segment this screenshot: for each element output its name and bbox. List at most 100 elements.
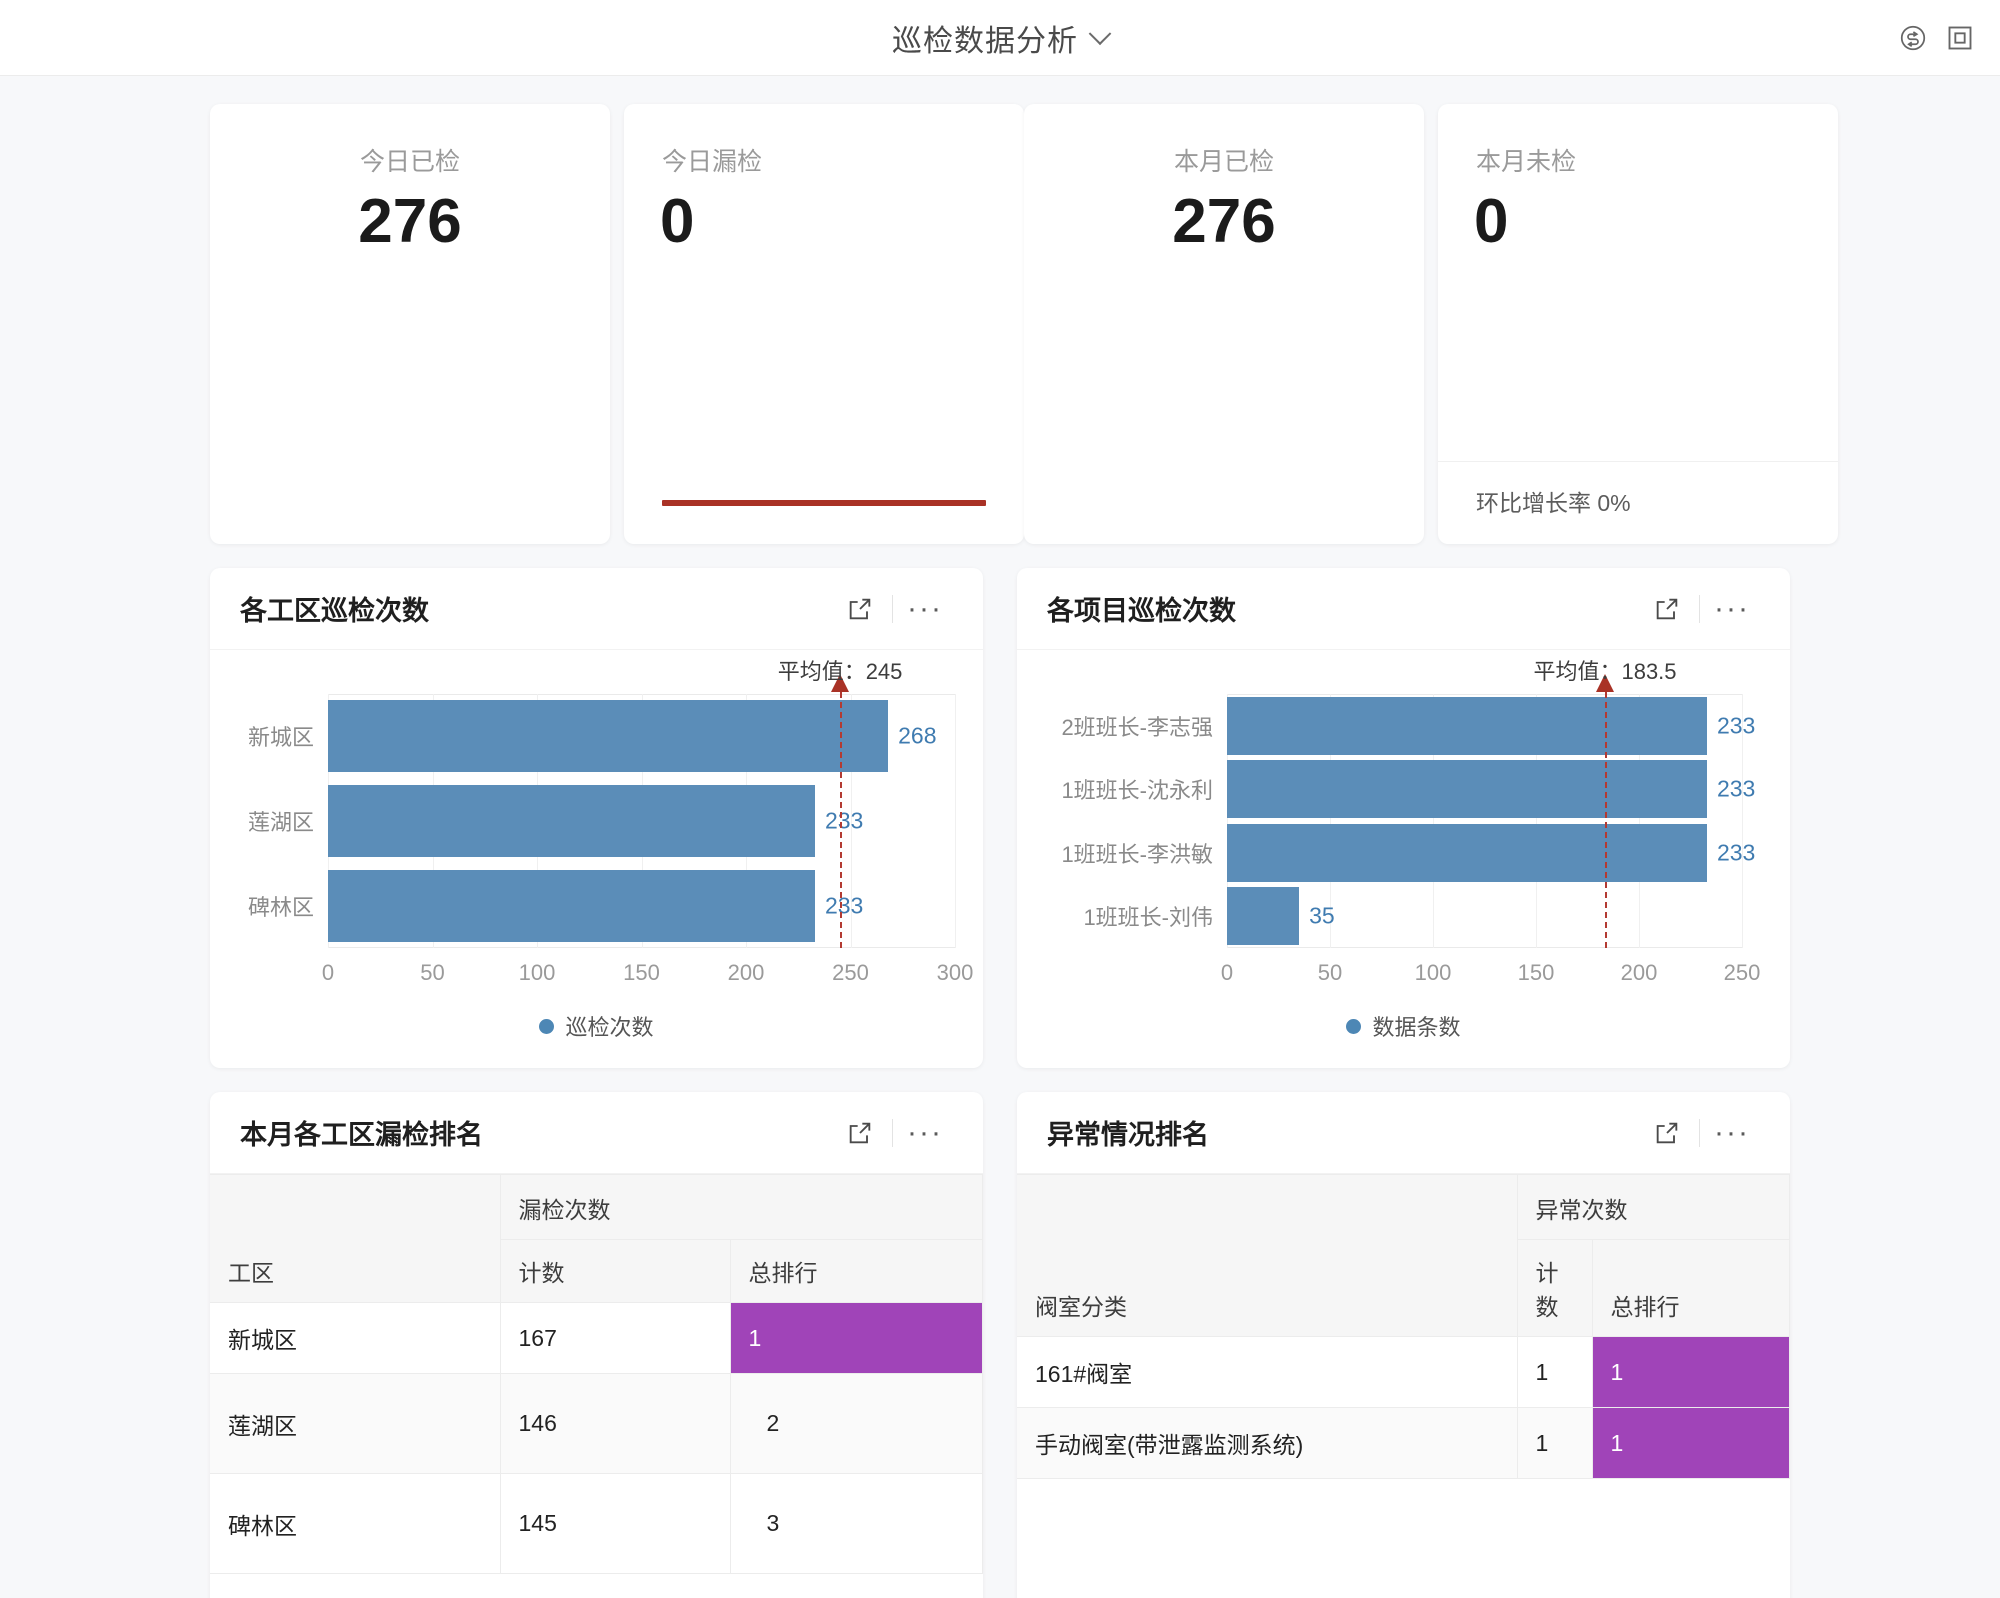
table-container[interactable]: 阀室分类 异常次数 计数 总排行 161#阀室 1 1 手动阀室(带泄露监测系统) 1 1 bbox=[1017, 1174, 1790, 1598]
kpi-group-month: 本月已检 276 本月未检 0 环比增长率 0% bbox=[1024, 104, 1838, 544]
bar[interactable] bbox=[328, 700, 889, 773]
x-axis-tick-label: 150 bbox=[623, 960, 660, 985]
column-header-group[interactable]: 异常次数 bbox=[1517, 1174, 1790, 1240]
tool-divider bbox=[892, 1118, 893, 1147]
category-label: 碑林区 bbox=[247, 894, 314, 920]
panel-title: 本月各工区漏检排名 bbox=[240, 1120, 483, 1150]
bar[interactable] bbox=[1227, 760, 1707, 819]
more-options-icon[interactable]: ··· bbox=[1714, 591, 1750, 625]
average-value-label: 平均值：183.5 bbox=[1533, 659, 1677, 684]
panel-chart-project: 各项目巡检次数 ··· 2班班长-李志强 233 1班班长-沈永利 233 1班班长-李… bbox=[1017, 568, 1790, 1068]
column-header-sub[interactable]: 计数 bbox=[1517, 1239, 1593, 1337]
bar[interactable] bbox=[1227, 823, 1707, 882]
app-header: 巡检数据分析 bbox=[0, 0, 2000, 76]
kpi-value: 0 bbox=[1474, 187, 1509, 256]
chart-plot-area: 新城区 268 莲湖区 233 碑林区 233 bbox=[248, 674, 956, 948]
table-row[interactable]: 161#阀室 1 1 bbox=[1017, 1336, 1790, 1408]
kpi-growth-rate: 环比增长率 0% bbox=[1438, 461, 1838, 544]
category-label: 1班班长-李洪敏 bbox=[1061, 841, 1213, 867]
x-axis-tick-label: 0 bbox=[1220, 960, 1234, 985]
x-axis-tick-label: 200 bbox=[727, 960, 765, 985]
bar-value-label: 233 bbox=[824, 892, 864, 919]
table-subheader-row: 计数 总排行 bbox=[1017, 1239, 1790, 1337]
bar[interactable] bbox=[1227, 696, 1707, 755]
x-axis-tick-label: 100 bbox=[518, 960, 556, 985]
refresh-swap-icon[interactable] bbox=[1898, 23, 1928, 53]
cell-count: 146 bbox=[500, 1373, 731, 1474]
fullscreen-icon[interactable] bbox=[1946, 24, 1974, 52]
bar-chart-workzone: 新城区 268 莲湖区 233 碑林区 233 平均值：245 0 50 100 150 200 250… bbox=[210, 650, 983, 1000]
chart-legend: 数据条数 bbox=[1017, 1000, 1790, 1068]
kpi-card-month-unchecked[interactable]: 本月未检 0 环比增长率 0% bbox=[1438, 104, 1838, 544]
rank-value: 2 bbox=[766, 1410, 780, 1436]
bar-value-label: 233 bbox=[824, 807, 864, 834]
cell-dimension: 手动阀室(带泄露监测系统) bbox=[1017, 1407, 1518, 1479]
average-marker-icon bbox=[1596, 674, 1614, 692]
chart-row: 各工区巡检次数 ··· 新城区 268 莲湖区 233 碑林区 233 平均值：245 0 50… bbox=[0, 544, 2000, 1068]
x-axis-tick-label: 300 bbox=[936, 960, 974, 985]
kpi-card-today-missed[interactable]: 今日漏检 0 bbox=[624, 104, 1024, 544]
open-external-icon[interactable] bbox=[1641, 595, 1693, 623]
bar-value-label: 35 bbox=[1309, 902, 1335, 929]
column-header-sub[interactable]: 计数 bbox=[500, 1239, 731, 1303]
panel-title: 各工区巡检次数 bbox=[240, 596, 429, 626]
panel-header: 各工区巡检次数 ··· bbox=[210, 568, 983, 650]
table-row[interactable]: 莲湖区 146 2 bbox=[210, 1373, 983, 1474]
x-axis-tick-label: 250 bbox=[832, 960, 869, 985]
kpi-label: 本月已检 bbox=[1173, 148, 1274, 176]
kpi-card-month-checked[interactable]: 本月已检 276 bbox=[1024, 104, 1424, 544]
table-row[interactable]: 手动阀室(带泄露监测系统) 1 1 bbox=[1017, 1407, 1790, 1479]
kpi-value: 0 bbox=[660, 187, 695, 256]
chevron-down-icon[interactable] bbox=[1088, 21, 1112, 45]
table-container[interactable]: 工区 漏检次数 计数 总排行 新城区 167 1 莲湖区 146 2 碑林区 145 3 bbox=[210, 1174, 983, 1598]
page-title-dropdown[interactable]: 巡检数据分析 bbox=[892, 16, 1112, 60]
column-header-sub[interactable]: 总排行 bbox=[1592, 1239, 1790, 1337]
cell-dimension: 新城区 bbox=[210, 1302, 501, 1374]
rank-value: 3 bbox=[766, 1510, 780, 1536]
category-label: 1班班长-沈永利 bbox=[1061, 778, 1213, 804]
table-row[interactable]: 新城区 167 1 bbox=[210, 1302, 983, 1374]
panel-tools: ··· bbox=[1641, 591, 1758, 625]
grid-line bbox=[1536, 694, 1537, 948]
bar[interactable] bbox=[328, 785, 815, 857]
grid-line bbox=[1330, 694, 1331, 948]
tool-divider bbox=[1699, 1118, 1700, 1147]
column-header-group[interactable]: 漏检次数 bbox=[500, 1174, 983, 1240]
x-axis-tick-label: 0 bbox=[321, 960, 335, 985]
table-empty-space bbox=[210, 1574, 983, 1598]
cell-rank: 1 bbox=[730, 1302, 983, 1374]
category-label: 新城区 bbox=[247, 725, 314, 751]
cell-rank: 1 bbox=[1592, 1336, 1790, 1408]
more-options-icon[interactable]: ··· bbox=[1714, 1115, 1750, 1149]
table-row: 本月各工区漏检排名 ··· 工区 漏检次数 计数 总排行 新城区 167 1 莲湖区 146 2 碑… bbox=[0, 1068, 2000, 1598]
kpi-value: 276 bbox=[1172, 187, 1276, 256]
x-axis-tick-label: 200 bbox=[1620, 960, 1658, 985]
kpi-label: 今日漏检 bbox=[662, 148, 763, 176]
more-options-icon[interactable]: ··· bbox=[907, 591, 943, 625]
column-header-sub[interactable]: 总排行 bbox=[730, 1239, 983, 1303]
open-external-icon[interactable] bbox=[1641, 1119, 1693, 1147]
kpi-card-today-checked[interactable]: 今日已检 276 bbox=[210, 104, 610, 544]
average-line bbox=[1605, 692, 1607, 948]
open-external-icon[interactable] bbox=[834, 595, 886, 623]
bar-value-label: 233 bbox=[1716, 775, 1756, 802]
bar[interactable] bbox=[1227, 887, 1300, 946]
column-header-dimension[interactable]: 阀室分类 bbox=[1017, 1174, 1518, 1337]
kpi-label: 今日已检 bbox=[359, 148, 460, 176]
panel-header: 异常情况排名 ··· bbox=[1017, 1092, 1790, 1174]
more-options-icon[interactable]: ··· bbox=[907, 1115, 943, 1149]
ranking-table: 阀室分类 异常次数 计数 总排行 161#阀室 1 1 手动阀室(带泄露监测系统) 1 1 bbox=[1017, 1174, 1790, 1479]
rank-highlight-bar: 1 bbox=[1592, 1337, 1789, 1407]
ranking-table: 工区 漏检次数 计数 总排行 新城区 167 1 莲湖区 146 2 碑林区 145 3 bbox=[210, 1174, 983, 1574]
open-external-icon[interactable] bbox=[834, 1119, 886, 1147]
bar-value-label: 233 bbox=[1716, 839, 1756, 866]
column-header-dimension[interactable]: 工区 bbox=[210, 1174, 501, 1303]
rank-highlight-bar: 1 bbox=[1592, 1408, 1789, 1478]
bar[interactable] bbox=[328, 869, 815, 942]
panel-chart-workzone: 各工区巡检次数 ··· 新城区 268 莲湖区 233 碑林区 233 平均值：245 0 50… bbox=[210, 568, 983, 1068]
table-row[interactable]: 碑林区 145 3 bbox=[210, 1473, 983, 1574]
rank-highlight-bar: 1 bbox=[730, 1303, 982, 1373]
x-axis-tick-label: 100 bbox=[1414, 960, 1452, 985]
chart-plot-area: 2班班长-李志强 233 1班班长-沈永利 233 1班班长-李洪敏 233 1班班长-刘伟… bbox=[1061, 674, 1755, 948]
panel-tools: ··· bbox=[834, 1115, 951, 1149]
